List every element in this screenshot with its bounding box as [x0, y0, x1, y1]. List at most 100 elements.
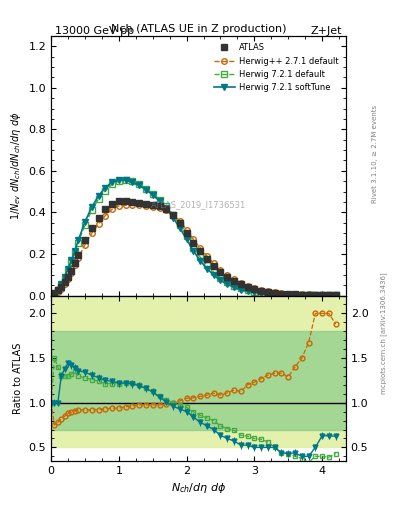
Herwig 7.2.1 default: [239, 285, 243, 291]
Herwig 7.2.1 default: [272, 291, 277, 297]
Herwig++ 2.7.1 default: [55, 289, 60, 295]
Herwig 7.2.1 default: [69, 259, 74, 265]
Herwig++ 2.7.1 default: [171, 211, 175, 218]
Herwig 7.2.1 softTune: [286, 292, 290, 298]
Herwig++ 2.7.1 default: [184, 227, 189, 233]
Herwig 7.2.1 softTune: [272, 291, 277, 297]
Herwig 7.2.1 default: [211, 269, 216, 275]
Herwig 7.2.1 softTune: [205, 265, 209, 271]
Herwig 7.2.1 softTune: [72, 248, 77, 254]
Herwig 7.2.1 default: [279, 292, 284, 298]
Herwig++ 2.7.1 default: [137, 202, 141, 208]
Herwig++ 2.7.1 default: [52, 291, 57, 297]
Herwig++ 2.7.1 default: [306, 291, 311, 297]
Y-axis label: Ratio to ATLAS: Ratio to ATLAS: [13, 343, 23, 414]
X-axis label: $N_{ch}/d\eta\ d\phi$: $N_{ch}/d\eta\ d\phi$: [171, 481, 226, 495]
Herwig 7.2.1 softTune: [178, 225, 182, 231]
Herwig 7.2.1 default: [232, 283, 237, 289]
Herwig 7.2.1 default: [157, 197, 162, 203]
Herwig 7.2.1 softTune: [83, 219, 87, 225]
Herwig++ 2.7.1 default: [252, 285, 257, 291]
Herwig 7.2.1 softTune: [96, 193, 101, 199]
Herwig 7.2.1 softTune: [279, 292, 284, 298]
Herwig 7.2.1 softTune: [266, 291, 270, 297]
Line: Herwig 7.2.1 softTune: Herwig 7.2.1 softTune: [48, 178, 338, 298]
Herwig 7.2.1 default: [313, 292, 318, 298]
Herwig 7.2.1 softTune: [76, 238, 81, 244]
Herwig++ 2.7.1 default: [123, 202, 128, 208]
Herwig 7.2.1 default: [137, 181, 141, 187]
Herwig 7.2.1 softTune: [252, 289, 257, 295]
Herwig 7.2.1 default: [164, 203, 169, 209]
Herwig++ 2.7.1 default: [89, 230, 94, 236]
Herwig 7.2.1 softTune: [103, 184, 108, 190]
Herwig 7.2.1 default: [225, 279, 230, 285]
Herwig++ 2.7.1 default: [164, 207, 169, 214]
Herwig 7.2.1 softTune: [49, 292, 53, 298]
Herwig++ 2.7.1 default: [327, 292, 331, 298]
Herwig 7.2.1 default: [191, 245, 196, 251]
Herwig 7.2.1 softTune: [232, 284, 237, 290]
Herwig++ 2.7.1 default: [103, 212, 108, 219]
Herwig 7.2.1 default: [266, 291, 270, 297]
Herwig++ 2.7.1 default: [218, 266, 223, 272]
Herwig 7.2.1 default: [178, 222, 182, 228]
Herwig 7.2.1 default: [320, 292, 325, 298]
Herwig++ 2.7.1 default: [259, 287, 263, 293]
Herwig++ 2.7.1 default: [232, 276, 237, 282]
Herwig 7.2.1 softTune: [191, 248, 196, 254]
Herwig++ 2.7.1 default: [320, 292, 325, 298]
Herwig 7.2.1 default: [218, 275, 223, 281]
Herwig 7.2.1 softTune: [198, 258, 202, 264]
Herwig 7.2.1 softTune: [130, 179, 135, 185]
Herwig 7.2.1 default: [286, 292, 290, 298]
Herwig 7.2.1 default: [184, 233, 189, 240]
Text: mcplots.cern.ch [arXiv:1306.3436]: mcplots.cern.ch [arXiv:1306.3436]: [380, 272, 387, 394]
Herwig++ 2.7.1 default: [83, 242, 87, 248]
Herwig 7.2.1 default: [103, 187, 108, 194]
Text: 13000 GeV pp: 13000 GeV pp: [55, 26, 134, 36]
Herwig++ 2.7.1 default: [266, 288, 270, 294]
Herwig++ 2.7.1 default: [225, 272, 230, 278]
Herwig 7.2.1 default: [110, 181, 114, 187]
Herwig 7.2.1 softTune: [259, 290, 263, 296]
Herwig 7.2.1 softTune: [89, 204, 94, 210]
Herwig++ 2.7.1 default: [143, 203, 148, 209]
Herwig++ 2.7.1 default: [110, 206, 114, 212]
Herwig++ 2.7.1 default: [72, 262, 77, 268]
Herwig 7.2.1 default: [327, 292, 331, 298]
Herwig 7.2.1 softTune: [116, 177, 121, 183]
Herwig++ 2.7.1 default: [66, 276, 70, 282]
Herwig 7.2.1 softTune: [164, 205, 169, 211]
Herwig 7.2.1 softTune: [239, 286, 243, 292]
Herwig 7.2.1 softTune: [143, 186, 148, 193]
Herwig 7.2.1 default: [89, 207, 94, 214]
Herwig++ 2.7.1 default: [272, 289, 277, 295]
Herwig 7.2.1 default: [66, 268, 70, 274]
Herwig 7.2.1 softTune: [137, 182, 141, 188]
Line: Herwig 7.2.1 default: Herwig 7.2.1 default: [48, 178, 338, 298]
Herwig 7.2.1 softTune: [306, 292, 311, 298]
Herwig++ 2.7.1 default: [239, 280, 243, 286]
Herwig 7.2.1 default: [299, 292, 304, 298]
Herwig 7.2.1 default: [143, 185, 148, 191]
Legend: ATLAS, Herwig++ 2.7.1 default, Herwig 7.2.1 default, Herwig 7.2.1 softTune: ATLAS, Herwig++ 2.7.1 default, Herwig 7.…: [210, 40, 342, 95]
Herwig++ 2.7.1 default: [245, 283, 250, 289]
Herwig 7.2.1 default: [83, 222, 87, 228]
Herwig 7.2.1 softTune: [218, 278, 223, 284]
Herwig 7.2.1 softTune: [59, 281, 64, 287]
Herwig 7.2.1 default: [72, 249, 77, 255]
Herwig++ 2.7.1 default: [313, 292, 318, 298]
Herwig 7.2.1 default: [171, 211, 175, 218]
Herwig++ 2.7.1 default: [151, 204, 155, 210]
Herwig++ 2.7.1 default: [333, 292, 338, 298]
Herwig 7.2.1 default: [198, 254, 202, 260]
Herwig 7.2.1 softTune: [184, 237, 189, 243]
Herwig++ 2.7.1 default: [205, 253, 209, 259]
Text: Z+Jet: Z+Jet: [310, 26, 342, 36]
Herwig 7.2.1 default: [59, 282, 64, 288]
Herwig++ 2.7.1 default: [293, 291, 298, 297]
Herwig++ 2.7.1 default: [198, 245, 202, 251]
Herwig 7.2.1 softTune: [299, 292, 304, 298]
Herwig++ 2.7.1 default: [62, 281, 67, 287]
